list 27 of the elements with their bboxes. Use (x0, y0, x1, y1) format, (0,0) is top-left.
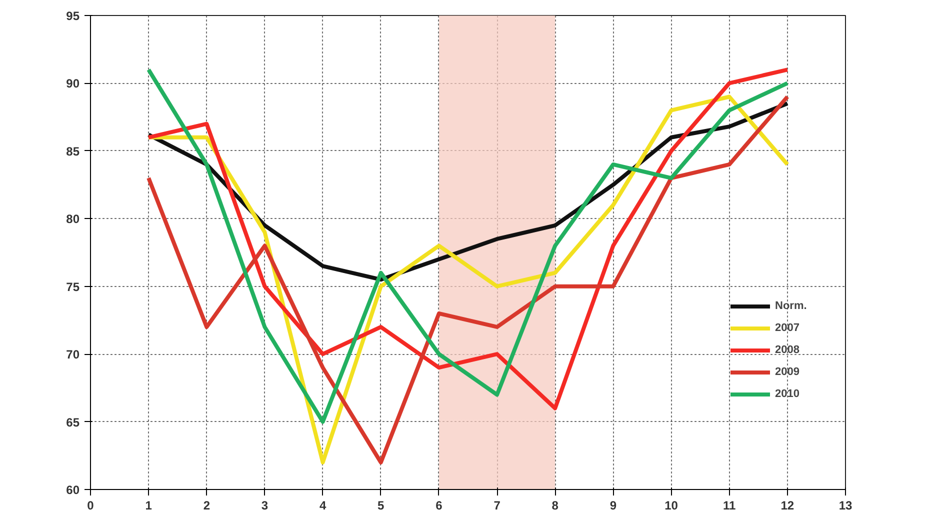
x-tick-label: 12 (780, 498, 794, 512)
legend-label: 2008 (775, 344, 800, 356)
y-tick-label: 70 (66, 348, 80, 362)
x-tick-label: 3 (261, 498, 268, 512)
x-tick-label: 8 (552, 498, 559, 512)
y-tick-label: 60 (66, 483, 80, 497)
x-tick-label: 5 (378, 498, 385, 512)
x-tick-label: 0 (87, 498, 94, 512)
y-tick-label: 65 (66, 415, 80, 430)
legend-label: 2007 (775, 322, 800, 334)
y-tick-label: 85 (66, 144, 80, 158)
x-tick-label: 4 (319, 498, 326, 512)
legend-label: 2009 (775, 366, 800, 378)
x-tick-label: 7 (494, 498, 501, 512)
y-tick-label: 75 (66, 280, 80, 294)
y-tick-label: 80 (66, 212, 80, 226)
y-tick-label: 90 (66, 76, 80, 91)
x-tick-label: 2 (203, 498, 210, 512)
x-tick-label: 6 (436, 498, 443, 512)
legend-label: 2010 (775, 388, 800, 400)
x-tick-label: 13 (838, 498, 852, 512)
x-tick-label: 9 (610, 498, 617, 512)
y-tick-label: 95 (66, 9, 80, 23)
x-tick-label: 11 (723, 498, 736, 512)
x-tick-label: 1 (145, 498, 152, 512)
x-tick-label: 10 (664, 498, 678, 512)
legend-label: Norm. (775, 300, 807, 312)
